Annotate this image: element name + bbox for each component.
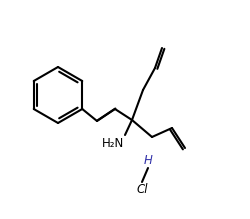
Text: H₂N: H₂N (102, 137, 124, 150)
Text: H: H (144, 154, 152, 167)
Text: Cl: Cl (136, 183, 148, 196)
